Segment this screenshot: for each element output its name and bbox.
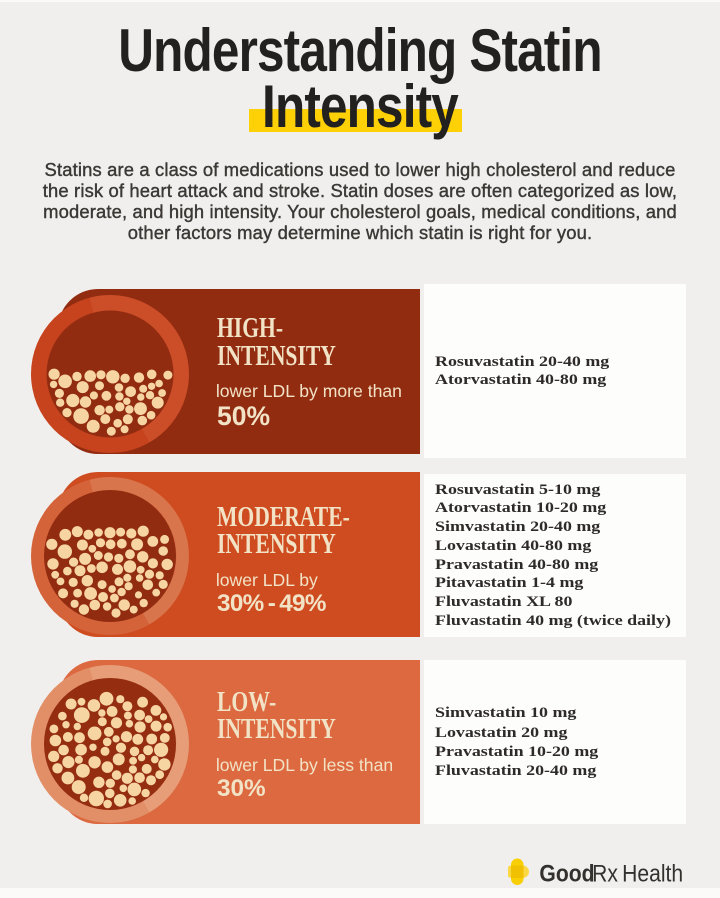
svg-text:Health: Health [622,860,683,887]
svg-text:Good: Good [539,860,594,887]
svg-text:Rx: Rx [592,860,618,887]
